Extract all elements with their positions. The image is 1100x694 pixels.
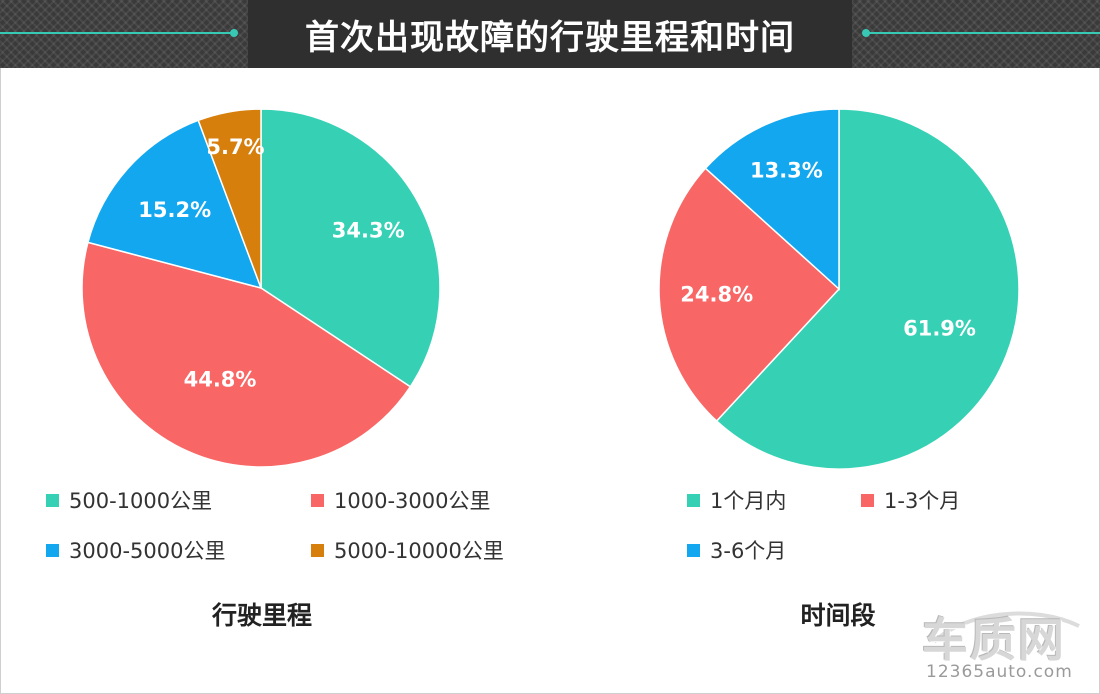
watermark-url: 12365auto.com [926,662,1073,682]
time-chart-caption: 时间段 [800,601,876,630]
legend-label: 1个月内 [710,489,787,513]
legend-label: 3-6个月 [710,539,787,563]
pie-slice-label: 44.8% [184,367,257,391]
legend-swatch [311,543,324,557]
legend-item-3-6-months: 3-6个月 [687,537,786,563]
legend-item-1000-3000: 1000-3000公里 [311,487,490,513]
legend-swatch [861,493,874,507]
pie-slice-label: 24.8% [680,282,753,306]
pie-slice [715,108,1020,470]
watermark: 车质网 12365auto.com [914,604,1094,684]
legend-label: 500-1000公里 [69,489,213,513]
legend-swatch [46,543,59,557]
legend-item-5000-10000: 5000-10000公里 [311,537,504,563]
legend-label: 1000-3000公里 [334,489,491,513]
pie-slice [81,241,412,468]
header-dot-right [862,29,870,37]
legend-swatch [311,493,324,507]
pie-slice [197,108,262,289]
legend-item-3000-5000: 3000-5000公里 [46,537,225,563]
legend-item-within-1-month: 1个月内 [687,487,786,513]
legend-swatch [687,493,700,507]
legend-swatch [46,493,59,507]
pie-slice [86,119,263,290]
pie-slice-label: 15.2% [138,198,211,222]
mileage-pie-chart: 34.3% 44.8% 15.2% 5.7% [81,108,441,468]
pie-slice [658,167,841,423]
header-dot-left [230,29,238,37]
time-pie-chart: 61.9% 24.8% 13.3% [658,108,1020,470]
legend-label: 1-3个月 [884,489,961,513]
pie-slice [704,108,840,291]
legend-item-1-3-months: 1-3个月 [861,487,960,513]
header-rule-left [0,32,232,34]
pie-slice-label: 13.3% [750,159,823,183]
title-box: 首次出现故障的行驶里程和时间 [248,0,852,68]
pie-slice-label: 5.7% [206,135,264,159]
legend-label: 3000-5000公里 [69,539,226,563]
watermark-logo: 车质网 [922,613,1066,667]
pie-slice-label: 34.3% [332,218,405,242]
header-rule-right [868,32,1100,34]
watermark-swoosh-icon [932,611,1080,644]
legend-item-500-1000: 500-1000公里 [46,487,212,513]
pie-slice-label: 61.9% [903,316,976,340]
legend-swatch [687,543,700,557]
header-banner: 首次出现故障的行驶里程和时间 [0,0,1100,68]
mileage-chart-caption: 行驶里程 [211,601,312,630]
legend-label: 5000-10000公里 [334,539,504,563]
page-title: 首次出现故障的行驶里程和时间 [305,17,795,58]
